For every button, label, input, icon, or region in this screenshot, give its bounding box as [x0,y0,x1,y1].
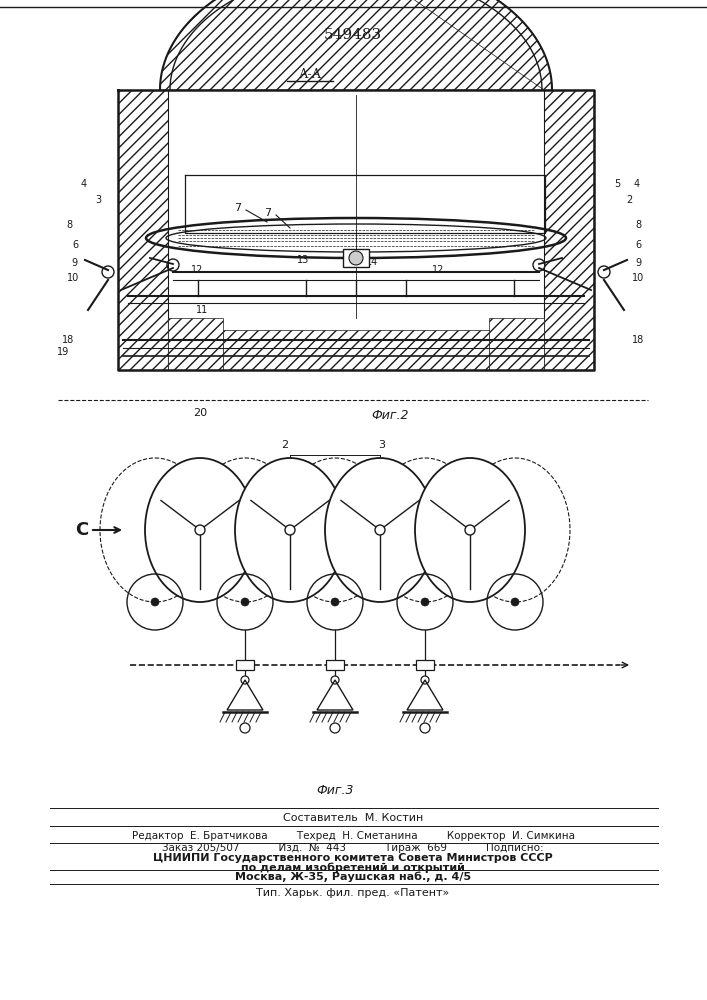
Polygon shape [489,318,544,370]
Text: 2: 2 [281,440,288,450]
Bar [343,249,369,267]
Ellipse shape [235,458,345,602]
Text: 9: 9 [635,258,641,268]
Circle shape [241,598,249,606]
Text: Фиг.2: Фиг.2 [371,409,409,422]
Text: Составитель  М. Костин: Составитель М. Костин [283,813,423,823]
Text: 3: 3 [378,440,385,450]
Circle shape [195,525,205,535]
Text: Редактор  Е. Братчикова         Техред  Н. Сметанина         Корректор  И. Симки: Редактор Е. Братчикова Техред Н. Сметани… [132,831,575,841]
Text: 5: 5 [614,179,620,189]
Circle shape [465,525,475,535]
Polygon shape [168,0,552,90]
Circle shape [151,598,159,606]
Text: 549483: 549483 [324,28,382,42]
Text: 6: 6 [635,240,641,250]
Circle shape [331,598,339,606]
Bar [326,660,344,670]
Text: А-А: А-А [298,68,322,82]
Text: 7: 7 [235,203,242,213]
Text: 18: 18 [632,335,644,345]
Ellipse shape [325,458,435,602]
Text: 4: 4 [81,179,87,189]
Text: Фиг.3: Фиг.3 [316,784,354,796]
Ellipse shape [415,458,525,602]
Text: 10: 10 [67,273,79,283]
Bar [416,660,434,670]
Text: 18: 18 [62,335,74,345]
Text: 12: 12 [432,265,444,275]
Text: ЦНИИПИ Государственного комитета Совета Министров СССР: ЦНИИПИ Государственного комитета Совета … [153,853,553,863]
Text: 10: 10 [632,273,644,283]
Text: C: C [76,521,88,539]
Text: 11: 11 [196,305,208,315]
Text: по делам изобретений и открытий: по делам изобретений и открытий [241,863,465,873]
Text: 2: 2 [626,195,632,205]
Text: 20: 20 [193,408,207,418]
Ellipse shape [145,458,255,602]
Text: 14: 14 [366,257,378,267]
Text: 12: 12 [191,265,203,275]
Polygon shape [118,90,168,370]
Text: 19: 19 [57,347,69,357]
Text: Москва, Ж-35, Раушская наб., д. 4/5: Москва, Ж-35, Раушская наб., д. 4/5 [235,872,471,882]
Polygon shape [168,318,223,370]
Text: 3: 3 [95,195,101,205]
Text: Заказ 205/507            Изд.  №  443            Тираж  669            Подписно:: Заказ 205/507 Изд. № 443 Тираж 669 Подпи… [162,843,544,853]
Text: Тип. Харьк. фил. пред. «Патент»: Тип. Харьк. фил. пред. «Патент» [257,888,450,898]
Circle shape [511,598,519,606]
Text: 13: 13 [297,255,309,265]
Text: 4: 4 [634,179,640,189]
Text: 9: 9 [71,258,77,268]
Text: 6: 6 [72,240,78,250]
Circle shape [349,251,363,265]
Text: 8: 8 [635,220,641,230]
Text: 8: 8 [66,220,72,230]
Bar [236,660,254,670]
Polygon shape [223,330,489,370]
Circle shape [421,598,429,606]
Circle shape [375,525,385,535]
Polygon shape [544,90,594,370]
Polygon shape [160,0,544,90]
Circle shape [285,525,295,535]
Text: 7: 7 [264,208,271,218]
